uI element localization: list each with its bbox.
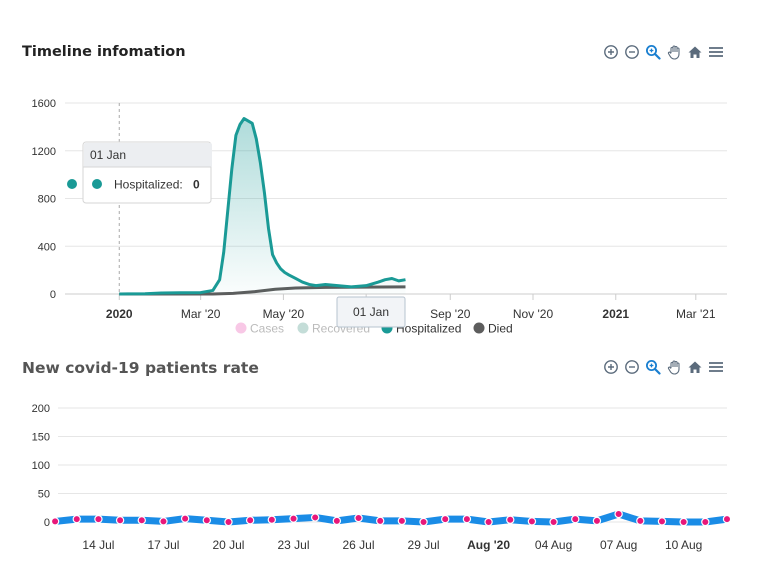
y-tick-label: 200 [32, 403, 50, 415]
x-tick-label: Aug '20 [467, 538, 510, 552]
data-point [180, 514, 190, 523]
y-tick-label: 0 [44, 517, 50, 529]
data-point [484, 517, 493, 527]
legend-item-cases[interactable]: Cases [235, 322, 285, 336]
x-tick-label: Nov '20 [513, 307, 554, 321]
y-tick-label: 0 [50, 289, 56, 301]
data-point [202, 516, 212, 525]
data-point [571, 514, 580, 524]
menu-icon[interactable] [708, 44, 724, 60]
data-point [72, 514, 81, 524]
x-tick-label: 07 Aug [600, 538, 637, 552]
data-point [636, 516, 645, 526]
chart-title: New covid-19 patients rate [22, 359, 259, 377]
data-point [310, 513, 320, 522]
x-tick-label: 17 Jul [147, 538, 179, 552]
data-point [115, 516, 125, 525]
menu-icon[interactable] [708, 359, 724, 375]
data-point [549, 517, 558, 527]
data-point [267, 515, 277, 524]
data-point [137, 516, 146, 525]
data-point [527, 517, 537, 526]
data-point [592, 516, 602, 526]
x-tick-label: 10 Aug [665, 538, 702, 552]
rate-chart: 0 50 100 150 200 14 Jul 17 Jul 20 Jul 23 Jul 26 J… [32, 403, 732, 552]
pan-hand-icon[interactable] [666, 44, 682, 60]
x-tick-label: 2021 [602, 307, 629, 321]
hover-marker [67, 179, 77, 189]
data-point [614, 509, 623, 519]
data-point [376, 516, 385, 526]
x-tick-label: 04 Aug [535, 538, 572, 552]
chart-title: Timeline infomation [22, 44, 186, 60]
data-point [397, 516, 407, 526]
y-tick-label: 50 [38, 489, 50, 501]
data-point [657, 517, 667, 526]
tooltip-value: 0 [193, 178, 200, 192]
chart-toolbar [603, 359, 724, 375]
data-point [679, 517, 688, 527]
zoom-in-icon[interactable] [603, 359, 619, 375]
tooltip: 01 Jan Hospitalized: 0 [82, 141, 212, 204]
crosshair-label-box [336, 296, 406, 328]
series-line-rate [51, 510, 731, 526]
data-point [94, 514, 103, 524]
tooltip-marker [92, 179, 102, 189]
y-tick-label: 1200 [32, 146, 56, 158]
x-tick-label: 14 Jul [82, 538, 114, 552]
zoom-out-icon[interactable] [624, 44, 640, 60]
x-tick-label: Sep '20 [430, 307, 471, 321]
x-tick-label: 29 Jul [408, 538, 440, 552]
y-tick-label: 150 [32, 432, 50, 444]
legend-item-died[interactable]: Died [473, 322, 513, 336]
zoom-out-icon[interactable] [624, 359, 640, 375]
data-point [159, 517, 168, 526]
x-tick-label: Mar '21 [676, 307, 716, 321]
chart-toolbar [603, 44, 724, 60]
legend-marker [297, 322, 309, 334]
data-point [289, 514, 298, 523]
y-tick-label: 800 [38, 194, 56, 206]
x-tick-label: May '20 [263, 307, 305, 321]
y-tick-label: 400 [38, 241, 56, 253]
data-point [462, 514, 472, 524]
legend-marker [235, 322, 247, 334]
crosshair-label-text: 01 Jan [353, 305, 389, 319]
data-point [224, 517, 233, 527]
data-point [419, 517, 428, 527]
x-tick-label: 2020 [106, 307, 133, 321]
series-line-hospitalized [119, 117, 406, 296]
legend-label: Died [488, 322, 513, 336]
zoom-in-icon[interactable] [603, 44, 619, 60]
legend-label: Hospitalized [396, 322, 461, 336]
x-tick-label: 20 Jul [212, 538, 244, 552]
data-point [332, 516, 342, 526]
tooltip-header: 01 Jan [90, 148, 126, 162]
tooltip-header-bg [84, 143, 212, 167]
data-point [441, 514, 450, 524]
data-point [701, 517, 710, 527]
legend-label: Cases [250, 322, 284, 336]
series-area-hospitalized [119, 118, 406, 294]
x-tick-label: 23 Jul [277, 538, 309, 552]
home-icon[interactable] [687, 44, 703, 60]
legend-marker [473, 322, 485, 334]
data-point [722, 514, 732, 524]
y-tick-label: 100 [32, 460, 50, 472]
x-tick-label: 26 Jul [343, 538, 375, 552]
data-point [506, 515, 515, 524]
pan-hand-icon[interactable] [666, 359, 682, 375]
crosshair-date-label: 01 Jan [336, 296, 406, 328]
magnifier-icon[interactable] [645, 359, 661, 375]
data-point [354, 513, 363, 523]
x-tick-label: Mar '20 [181, 307, 221, 321]
tooltip-label: Hospitalized: [114, 178, 183, 192]
y-tick-label: 1600 [32, 98, 56, 110]
home-icon[interactable] [687, 359, 703, 375]
magnifier-icon[interactable] [645, 44, 661, 60]
data-point [245, 516, 255, 525]
data-point [50, 517, 60, 526]
